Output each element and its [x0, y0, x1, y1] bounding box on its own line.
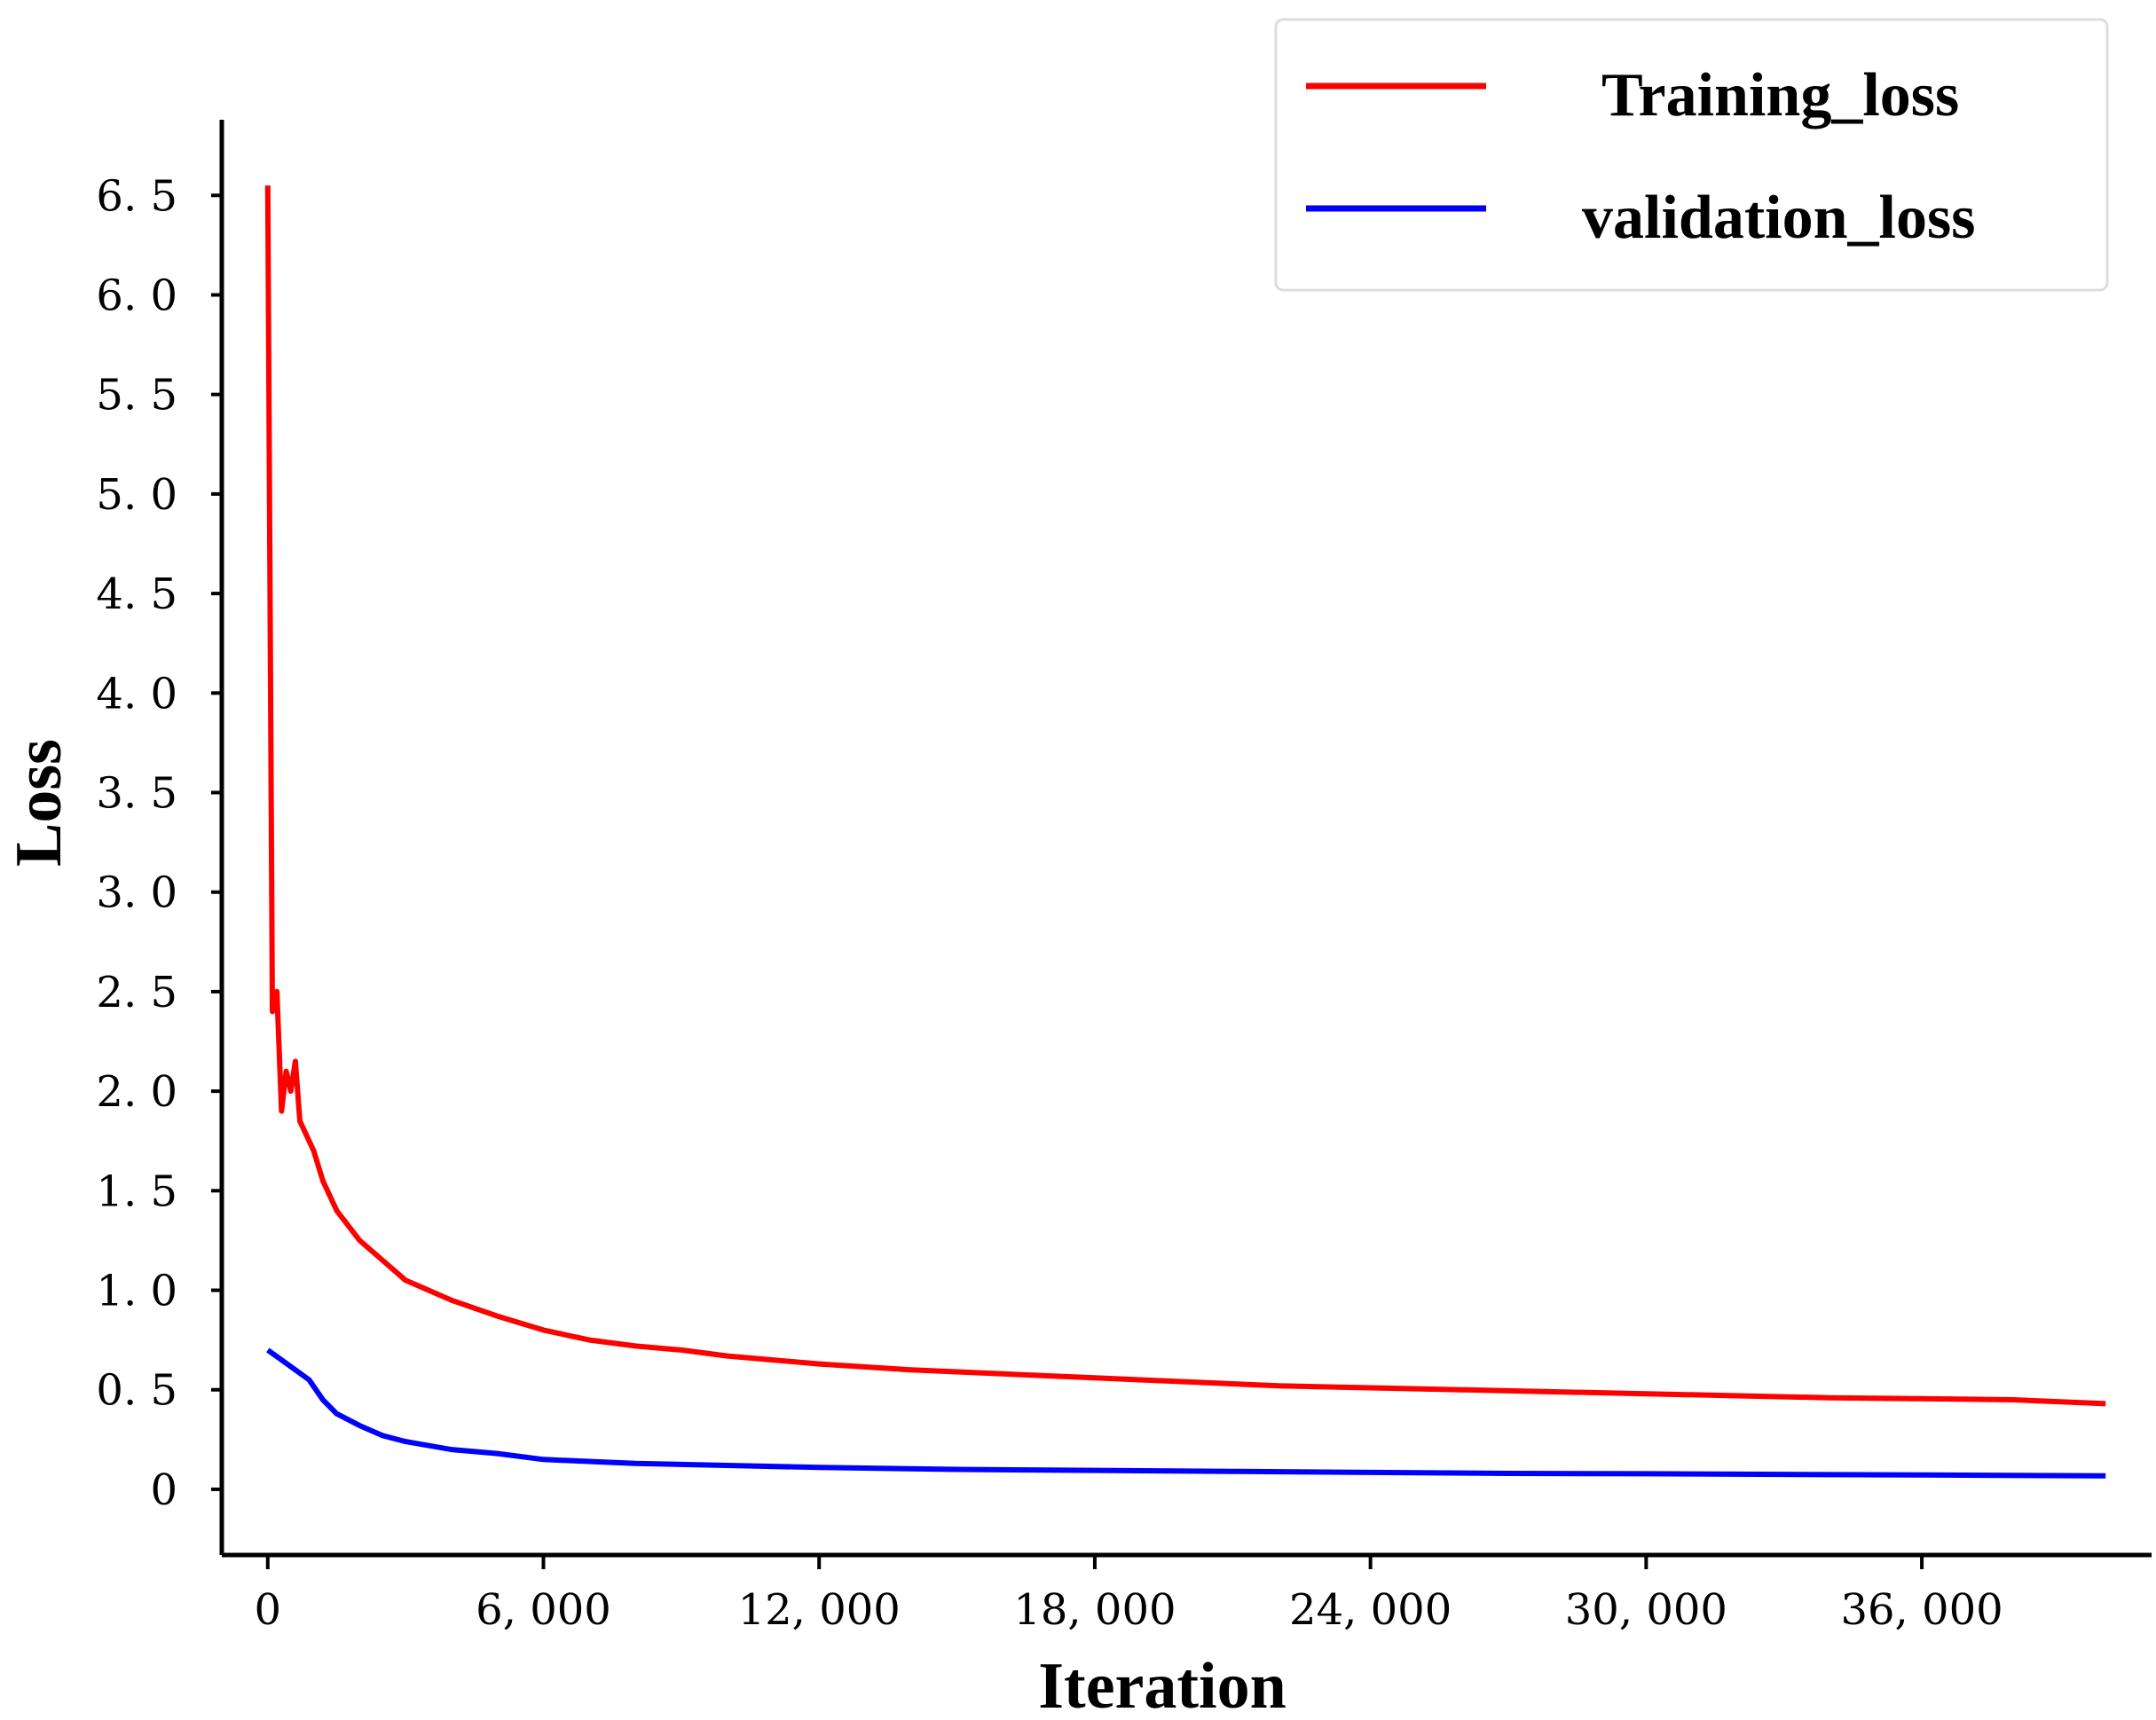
axes	[219, 120, 2152, 1558]
legend-label-training: Training_loss	[1601, 61, 1959, 130]
x-tick-label: 36, 000	[1840, 1585, 2003, 1635]
series-line-validation-loss	[266, 1347, 2106, 1479]
legend-label-validation: validation_loss	[1582, 184, 1975, 252]
y-tick-label: 5. 5	[96, 371, 177, 420]
series-lines	[264, 185, 2106, 1479]
y-tick-label: 4. 5	[96, 569, 177, 619]
y-tick-label: 3. 0	[96, 868, 177, 918]
x-tick-label: 6, 000	[476, 1585, 611, 1635]
x-tick-label: 12, 000	[738, 1585, 901, 1635]
x-axis-title: Iteration	[1038, 1650, 1287, 1720]
y-tick-label: 6. 5	[96, 171, 177, 221]
x-tick-label: 18, 000	[1013, 1585, 1176, 1635]
x-tick-label: 30, 000	[1565, 1585, 1727, 1635]
y-tick-label: 0	[150, 1465, 177, 1515]
legend: Training_loss validation_loss	[1274, 18, 2109, 292]
y-tick-label: 4. 0	[96, 669, 177, 719]
series-line-training-loss	[264, 185, 2106, 1407]
y-tick-label: 6. 0	[96, 271, 177, 320]
y-tick-label: 1. 0	[96, 1267, 177, 1316]
y-axis-title: Loss	[3, 739, 75, 867]
y-tick-label: 1. 5	[96, 1166, 177, 1216]
ticks: 0 6, 000 12, 000 18, 000 24, 000 30, 000 36, 0…	[96, 171, 2003, 1635]
x-tick-label: 0	[255, 1585, 282, 1635]
x-tick-label: 24, 000	[1289, 1585, 1452, 1635]
y-tick-label: 0. 5	[96, 1366, 177, 1416]
y-tick-label: 3. 5	[96, 769, 177, 819]
y-tick-label: 2. 5	[96, 968, 177, 1017]
y-tick-label: 5. 0	[96, 470, 177, 520]
y-tick-label: 2. 0	[96, 1067, 177, 1117]
